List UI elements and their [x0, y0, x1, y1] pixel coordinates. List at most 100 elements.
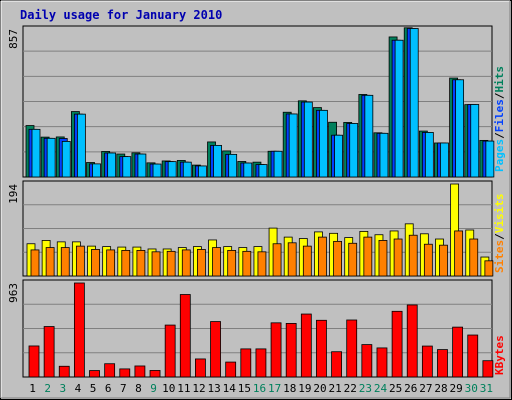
bar-pages-day-27 [424, 132, 434, 178]
bar-kbytes-day-17 [270, 322, 282, 378]
bar-sites-day-28 [439, 244, 448, 277]
bar-sites-day-30 [469, 238, 479, 277]
bar-pages-day-5 [92, 163, 101, 178]
bar-sites-day-1 [30, 249, 40, 277]
bar-pages-day-17 [273, 150, 283, 178]
legend-sep-1: / [493, 132, 506, 139]
bar-pages-day-7 [122, 156, 132, 178]
panel-visits-sites: 194 [7, 180, 494, 277]
bar-kbytes-day-12 [195, 358, 206, 378]
bar-kbytes-day-8 [134, 365, 146, 378]
bar-sites-day-20 [318, 236, 327, 277]
x-tick-label: 3 [60, 382, 67, 395]
x-tick-label: 20 [313, 382, 326, 395]
bar-sites-day-31 [484, 260, 494, 277]
bar-pages-day-13 [213, 144, 222, 178]
bar-pages-day-16 [258, 164, 268, 178]
bar-kbytes-day-7 [119, 368, 131, 378]
bar-pages-day-2 [46, 137, 56, 178]
bar-pages-day-6 [107, 152, 117, 178]
bar-pages-day-8 [137, 153, 147, 178]
bar-sites-day-17 [272, 243, 282, 277]
bar-kbytes-day-20 [316, 319, 327, 378]
bar-pages-day-4 [76, 113, 86, 178]
legend-sites: Sites [493, 240, 506, 273]
bar-pages-day-19 [303, 101, 313, 178]
bar-pages-day-23 [364, 94, 374, 178]
bar-kbytes-day-16 [255, 348, 267, 378]
x-tick-label: 16 [253, 382, 266, 395]
x-tick-label: 24 [374, 382, 388, 395]
bar-pages-day-1 [31, 128, 41, 178]
bar-kbytes-day-2 [43, 326, 55, 378]
bar-pages-day-31 [485, 140, 495, 178]
x-tick-label: 18 [283, 382, 296, 395]
bar-sites-day-9 [151, 251, 161, 277]
legend-sep-3: / [493, 233, 506, 240]
panel-kbytes: 963 [7, 279, 494, 378]
bar-kbytes-day-24 [376, 347, 388, 378]
bar-pages-day-24 [379, 132, 389, 178]
legend-files: Files [493, 99, 506, 132]
bar-kbytes-day-13 [210, 321, 221, 378]
bar-sites-day-24 [378, 240, 388, 277]
x-tick-label: 4 [75, 382, 82, 395]
bar-sites-day-4 [75, 245, 85, 277]
bar-kbytes-day-29 [452, 326, 464, 378]
x-tick-label: 10 [162, 382, 175, 395]
legend-sep-2: / [493, 92, 506, 99]
bar-sites-day-25 [393, 238, 403, 277]
x-tick-label: 14 [223, 382, 237, 395]
legend-pages: Pages [493, 139, 506, 172]
bar-kbytes-day-6 [104, 363, 116, 378]
legend-bot: KBytes [493, 335, 506, 375]
legend-top: Pages/Files/Hits [493, 66, 506, 172]
bar-pages-day-25 [394, 39, 404, 178]
chart-panels: 857 194 963 [7, 25, 495, 378]
x-tick-label: 19 [298, 382, 311, 395]
bar-sites-day-14 [227, 249, 237, 277]
bar-kbytes-day-9 [149, 370, 161, 378]
chart-title: Daily usage for January 2010 [20, 8, 222, 22]
x-tick-label: 11 [177, 382, 190, 395]
bar-kbytes-day-21 [331, 351, 342, 378]
bar-kbytes-day-26 [406, 304, 418, 378]
bar-pages-day-14 [228, 153, 238, 178]
bar-sites-day-13 [212, 247, 221, 277]
legend-top-text: Pages/Files/Hits [493, 66, 506, 172]
bar-sites-day-7 [121, 249, 131, 277]
bar-kbytes-day-28 [437, 349, 448, 378]
x-tick-label: 7 [120, 382, 127, 395]
bar-kbytes-day-25 [391, 310, 403, 378]
x-tick-label: 17 [268, 382, 281, 395]
bar-kbytes-day-1 [28, 345, 40, 378]
bar-sites-day-22 [348, 242, 358, 277]
x-tick-label: 9 [150, 382, 157, 395]
bar-sites-day-11 [181, 249, 191, 277]
x-tick-label: 13 [207, 382, 220, 395]
bar-kbytes-day-15 [240, 348, 252, 378]
bar-pages-day-9 [152, 163, 162, 178]
bar-sites-day-3 [60, 247, 70, 277]
bar-pages-day-20 [319, 109, 328, 178]
bar-pages-day-12 [198, 165, 207, 178]
bar-sites-day-18 [287, 242, 297, 277]
bar-kbytes-day-23 [361, 344, 373, 378]
bar-kbytes-day-14 [225, 361, 237, 378]
x-tick-label: 12 [192, 382, 205, 395]
x-tick-label: 6 [105, 382, 112, 395]
bar-sites-day-8 [136, 249, 146, 277]
x-tick-label: 29 [450, 382, 463, 395]
legend-visits: Visits [493, 194, 506, 234]
legend-hits: Hits [493, 66, 506, 93]
bar-kbytes-day-30 [467, 334, 479, 378]
bar-sites-day-15 [242, 250, 252, 277]
legend-mid-text: Sites/Visits [493, 194, 506, 274]
bar-pages-day-29 [455, 79, 465, 178]
panel-hits-files-pages: 857 [7, 25, 495, 178]
x-tick-label: 31 [480, 382, 493, 395]
x-tick-label: 25 [389, 382, 402, 395]
bar-pages-day-21 [334, 134, 343, 178]
legend-kbytes: KBytes [493, 335, 506, 375]
x-tick-label: 27 [419, 382, 432, 395]
